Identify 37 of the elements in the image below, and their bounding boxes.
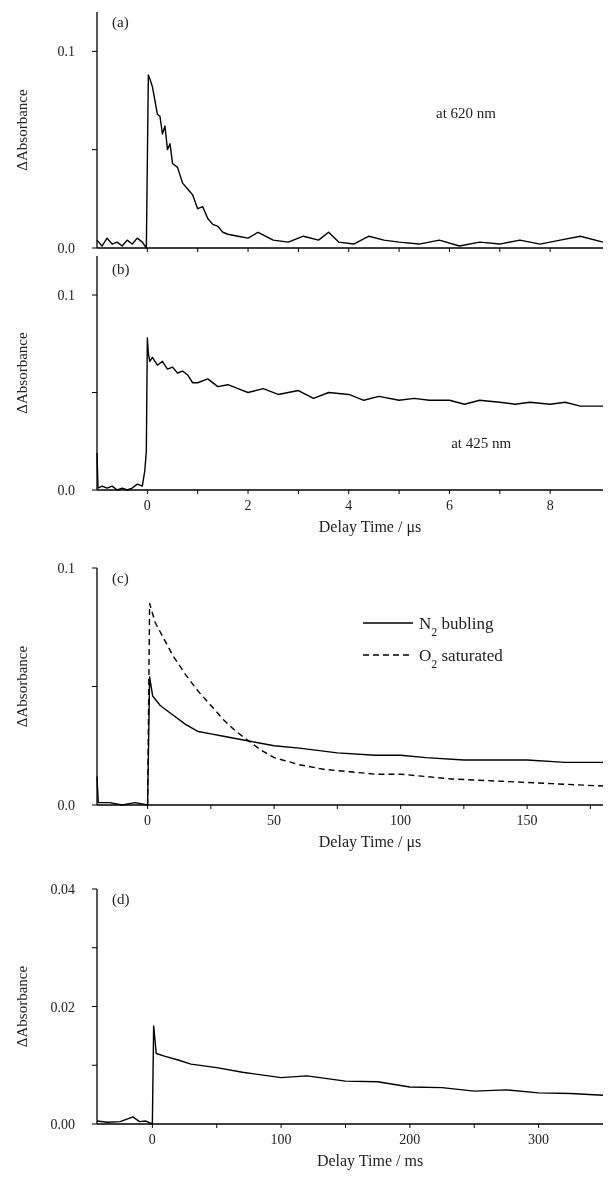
- y-tick-label: 0.1: [57, 44, 75, 60]
- x-tick-label: 0: [144, 813, 152, 828]
- x-tick-label: 8: [546, 498, 554, 513]
- y-axis-title: ΔAbsorbance: [14, 645, 30, 728]
- x-tick-label: 100: [390, 813, 412, 828]
- y-axis-title: ΔAbsorbance: [14, 89, 30, 171]
- legend-label: N$_{2}$ bubling: [419, 614, 494, 639]
- legend-label: O$_{2}$ saturated: [419, 646, 504, 671]
- y-tick-label: 0.00: [50, 1117, 75, 1132]
- y-axis-title: ΔAbsorbance: [14, 332, 30, 414]
- y-tick-label: 0.0: [57, 241, 75, 256]
- x-axis-title: Delay Time / μs: [318, 833, 422, 851]
- annotation: (c): [112, 570, 129, 587]
- y-axis-title: ΔAbsorbance: [14, 965, 30, 1048]
- x-axis-title: Delay Time / μs: [318, 518, 422, 536]
- y-tick-label: 0.1: [57, 561, 75, 576]
- x-tick-label: 0: [143, 498, 151, 513]
- y-tick-label: 0.0: [57, 483, 75, 498]
- y-tick-label: 0.0: [57, 798, 75, 813]
- x-tick-label: 200: [399, 1132, 421, 1147]
- x-tick-label: 4: [345, 498, 353, 513]
- x-tick-label: 50: [267, 813, 282, 828]
- x-tick-label: 150: [516, 813, 538, 828]
- x-tick-label: 2: [244, 498, 252, 513]
- annotation: (d): [112, 891, 130, 908]
- annotation: at 425 nm: [451, 434, 512, 451]
- y-tick-label: 0.1: [57, 288, 75, 303]
- y-tick-label: 0.04: [50, 882, 75, 897]
- y-tick-label: 0.02: [50, 999, 75, 1015]
- annotation: at 620 nm: [436, 105, 497, 122]
- x-tick-label: 6: [445, 498, 453, 513]
- x-axis-title: Delay Time / ms: [316, 1152, 424, 1170]
- annotation: (a): [112, 14, 129, 31]
- x-tick-label: 100: [270, 1132, 292, 1147]
- x-tick-label: 300: [528, 1132, 550, 1147]
- x-tick-label: 0: [148, 1132, 156, 1147]
- annotation: (b): [112, 261, 130, 278]
